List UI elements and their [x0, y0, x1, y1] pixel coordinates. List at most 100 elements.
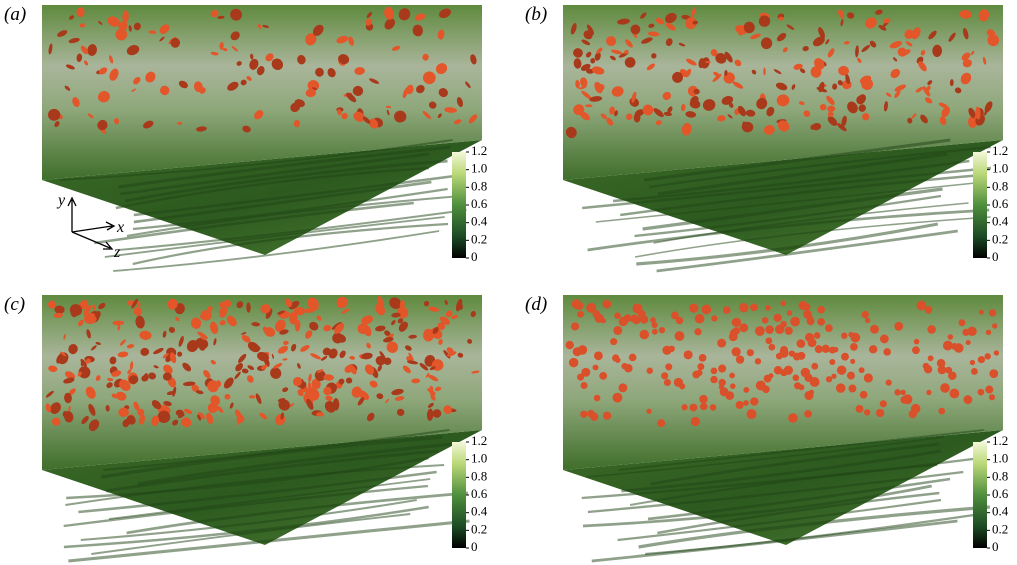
particle — [565, 340, 574, 350]
particle — [389, 297, 402, 309]
particle — [920, 114, 928, 124]
particle — [761, 317, 769, 324]
particle — [831, 373, 837, 379]
particle — [883, 348, 891, 356]
particle — [988, 394, 995, 401]
particle — [163, 401, 172, 407]
particle — [573, 104, 585, 116]
particle — [385, 398, 390, 404]
panel: (c) 0 0.2 0.4 0.6 0.8 1.0 1.2 — [4, 294, 488, 563]
particle — [85, 358, 91, 364]
wall — [563, 295, 1003, 470]
particle — [894, 389, 901, 396]
particle — [48, 43, 53, 55]
particle — [689, 99, 701, 109]
floor-streak — [120, 152, 430, 196]
particle — [573, 58, 582, 69]
particle — [969, 359, 976, 366]
particle — [626, 113, 633, 121]
particle — [724, 69, 728, 77]
particle — [786, 310, 793, 316]
particle — [794, 382, 802, 390]
colorbar-tick-label: 1.2 — [992, 433, 1008, 448]
particle — [692, 370, 701, 379]
particle — [681, 404, 688, 411]
particle — [600, 113, 608, 119]
particle — [64, 411, 74, 423]
particle — [681, 127, 685, 134]
particle — [299, 381, 307, 389]
particle — [399, 299, 405, 309]
particle — [760, 37, 773, 50]
particle — [817, 305, 825, 314]
particle — [437, 322, 446, 330]
particle — [90, 345, 97, 351]
particle — [589, 96, 603, 102]
particle — [78, 366, 91, 379]
particle — [951, 342, 958, 350]
particle — [975, 106, 981, 120]
particle — [927, 355, 934, 362]
particle — [241, 332, 247, 335]
particle — [689, 403, 698, 412]
particle — [391, 319, 396, 326]
particle — [197, 412, 205, 420]
particle — [672, 71, 684, 83]
particle — [838, 65, 849, 76]
particle — [818, 81, 825, 93]
particle — [159, 24, 170, 34]
floor-streak — [587, 208, 990, 252]
particle — [928, 30, 937, 40]
particle — [836, 365, 847, 375]
particle — [377, 364, 382, 372]
particle — [804, 373, 813, 382]
particle — [650, 317, 656, 323]
particle — [92, 304, 96, 311]
particle — [912, 346, 920, 355]
colorbar-tick-label: 0.4 — [992, 504, 1009, 519]
particle — [875, 9, 883, 15]
particle — [841, 115, 847, 127]
axis-label: y — [56, 192, 66, 209]
particle — [334, 323, 345, 334]
particle — [309, 321, 319, 331]
particle — [312, 87, 318, 90]
floor-streak — [657, 152, 948, 196]
panel-label: (a) — [4, 4, 26, 25]
particle — [428, 306, 440, 312]
particle — [988, 309, 997, 317]
particle — [394, 110, 407, 123]
particle — [665, 22, 676, 31]
particle — [710, 375, 718, 384]
particle — [776, 32, 787, 42]
particle — [651, 53, 657, 59]
particle — [468, 114, 478, 124]
panel-label: (c) — [4, 294, 25, 315]
particle — [651, 321, 658, 329]
particle — [126, 344, 135, 349]
particle — [624, 364, 633, 373]
particle — [858, 104, 866, 112]
particle — [924, 305, 933, 314]
particle — [915, 87, 924, 93]
particle — [307, 388, 320, 401]
particle — [648, 23, 655, 28]
particle — [438, 339, 443, 345]
particle — [398, 8, 411, 21]
particle — [200, 309, 212, 321]
particle — [942, 340, 953, 351]
particle — [435, 63, 448, 75]
particle — [289, 311, 298, 325]
particle — [83, 305, 92, 316]
particle — [68, 405, 71, 413]
particle — [369, 380, 378, 388]
particle — [284, 298, 293, 308]
particle — [911, 27, 921, 40]
panel: (d) 0 0.2 0.4 0.6 0.8 1.0 1.2 — [525, 294, 1009, 563]
particle — [978, 9, 990, 22]
particle — [694, 313, 705, 324]
particle — [219, 320, 226, 326]
particle — [600, 318, 606, 324]
particle — [196, 126, 207, 132]
particle — [698, 354, 707, 362]
